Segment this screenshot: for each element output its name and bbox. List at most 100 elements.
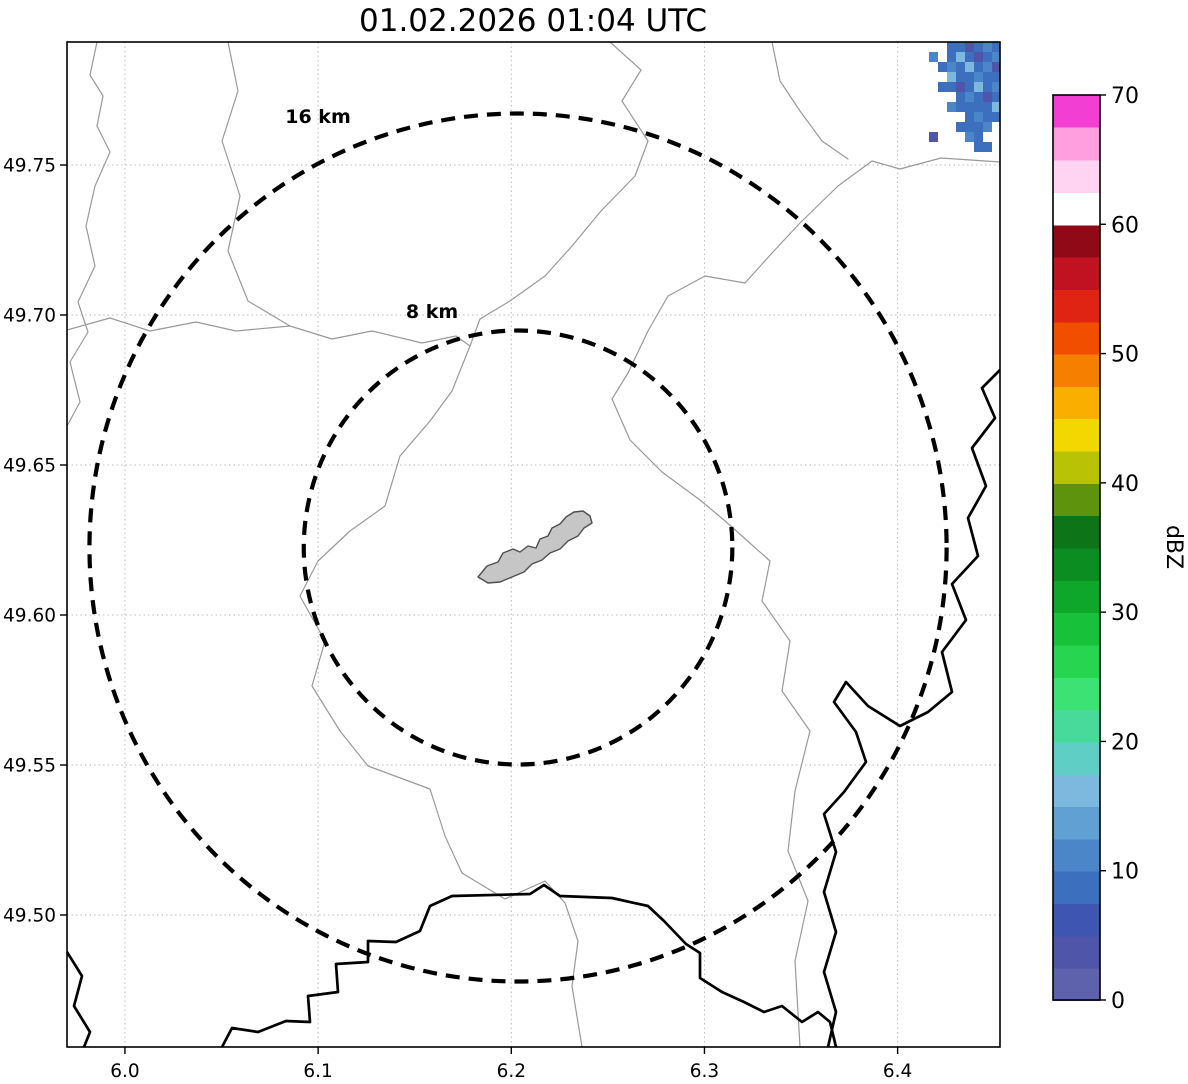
admin-boundary-line <box>741 535 811 1047</box>
colorbar-band <box>1053 741 1100 775</box>
colorbar-tick-label: 60 <box>1111 213 1139 238</box>
radar-cell <box>956 42 965 52</box>
radar-cell <box>983 112 992 122</box>
colorbar-tick-label: 0 <box>1111 989 1125 1014</box>
colorbar-tick-label: 70 <box>1111 84 1139 109</box>
radar-cell <box>983 92 992 102</box>
colorbar-band <box>1053 191 1100 226</box>
colorbar-band <box>1053 159 1100 193</box>
radar-cell <box>974 132 983 142</box>
colorbar-band <box>1053 806 1100 840</box>
colorbar-band <box>1053 838 1100 872</box>
radar-cell <box>965 92 974 102</box>
radar-cell <box>965 72 974 82</box>
x-tick-label: 6.3 <box>690 1061 719 1082</box>
radar-cell <box>983 82 992 92</box>
colorbar-band <box>1053 256 1100 290</box>
x-tick-label: 6.0 <box>110 1061 139 1082</box>
range-ring-label: 8 km <box>406 301 458 323</box>
colorbar-band <box>1053 385 1100 420</box>
radar-cell <box>956 72 965 82</box>
radar-cell <box>965 82 974 92</box>
colorbar-band <box>1053 450 1100 484</box>
radar-cell <box>974 72 983 82</box>
colorbar-band <box>1053 127 1100 161</box>
radar-cell <box>992 82 1000 92</box>
y-tick-label: 49.60 <box>3 606 56 627</box>
axes-frame: 6.0 6.1 6.2 6.3 6.4 49.50 49.55 49.60 49.65 49.70… <box>3 41 1001 1082</box>
country-border-line <box>67 950 92 1047</box>
colorbar-band <box>1053 353 1100 387</box>
radar-cell <box>929 52 938 62</box>
radar-cell <box>956 62 965 72</box>
colorbar-band <box>1053 579 1100 614</box>
radar-cell <box>974 122 983 132</box>
range-rings: 16 km 8 km <box>87 106 949 984</box>
y-tick-label: 49.50 <box>3 906 56 927</box>
radar-cell <box>983 142 992 152</box>
radar-cell <box>974 142 983 152</box>
colorbar-band <box>1053 547 1100 581</box>
radar-cell <box>992 102 1000 112</box>
y-tick-label: 49.55 <box>3 756 56 777</box>
city-polygon <box>477 510 593 584</box>
radar-cell <box>947 52 956 62</box>
y-tick-label: 49.75 <box>3 156 56 177</box>
radar-cell <box>938 82 947 92</box>
radar-cell <box>992 62 1000 72</box>
radar-cell <box>956 122 965 132</box>
radar-cell <box>938 62 947 72</box>
radar-cell <box>992 52 1000 62</box>
colorbar-tick-label: 10 <box>1111 860 1139 885</box>
radar-cell <box>956 82 965 92</box>
colorbar-tick-label: 50 <box>1111 343 1139 368</box>
x-tick-label: 6.2 <box>497 1061 526 1082</box>
chart-title: 01.02.2026 01:04 UTC <box>359 3 707 39</box>
radar-cell <box>947 72 956 82</box>
range-ring <box>301 328 735 767</box>
admin-boundary-line <box>611 157 1000 537</box>
radar-cell <box>956 52 965 62</box>
radar-cell <box>983 72 992 82</box>
radar-cell <box>983 122 992 132</box>
radar-cell <box>965 52 974 62</box>
radar-cell <box>965 42 974 52</box>
radar-cell <box>983 42 992 52</box>
y-tick-label: 49.65 <box>3 456 56 477</box>
colorbar-band <box>1053 612 1100 646</box>
colorbar-frame <box>1052 94 1101 1001</box>
radar-cell <box>983 52 992 62</box>
radar-cell <box>992 72 1000 82</box>
colorbar-band <box>1053 95 1100 128</box>
radar-cell <box>956 102 965 112</box>
admin-boundary-line <box>67 42 111 427</box>
x-tick-label: 6.4 <box>883 1061 912 1082</box>
colorbar-axis-label: dBZ <box>1161 525 1186 569</box>
radar-cell <box>992 92 1000 102</box>
colorbar-band <box>1053 709 1100 743</box>
plot-area <box>67 42 1000 1047</box>
radar-cell <box>974 112 983 122</box>
colorbar-band <box>1053 676 1100 711</box>
country-border-line <box>822 368 1000 1047</box>
colorbar-tick-label: 30 <box>1111 601 1139 626</box>
x-tick-label: 6.1 <box>303 1061 332 1082</box>
radar-cell <box>965 132 974 142</box>
y-tick-label: 49.70 <box>3 306 56 327</box>
gridlines <box>67 42 1000 1047</box>
radar-cell <box>947 62 956 72</box>
colorbar-band <box>1053 935 1100 969</box>
radar-cell <box>974 82 983 92</box>
radar-cell <box>974 42 983 52</box>
country-border-line <box>220 883 838 1047</box>
radar-cell <box>947 42 956 52</box>
radar-cell <box>974 102 983 112</box>
colorbar-band <box>1053 967 1100 1001</box>
colorbar-band <box>1053 482 1100 517</box>
colorbar-tick-label: 40 <box>1111 472 1139 497</box>
colorbar: 0 10 20 30 40 50 60 70 <box>1052 84 1139 1014</box>
range-ring <box>87 111 949 984</box>
radar-cell <box>965 122 974 132</box>
plot-background <box>67 42 1000 1047</box>
